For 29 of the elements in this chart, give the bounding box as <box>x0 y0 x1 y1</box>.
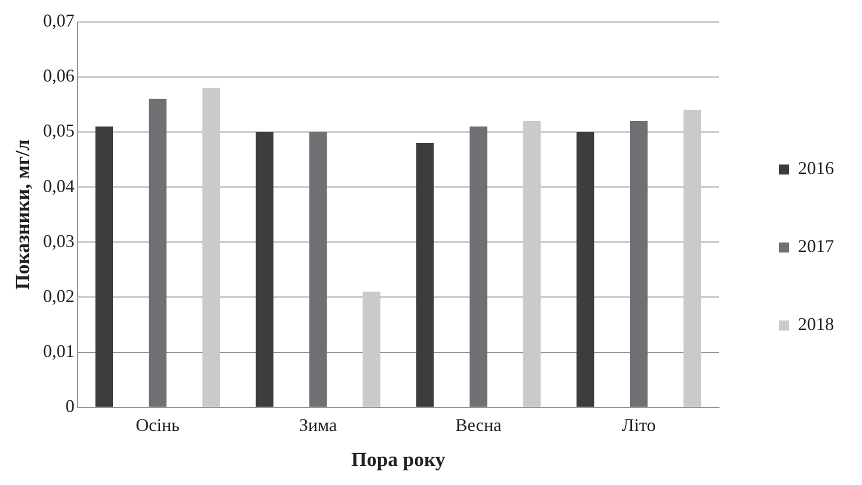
bar <box>470 126 488 407</box>
bar <box>256 132 274 407</box>
legend-label: 2017 <box>798 236 834 256</box>
y-tick-label: 0,02 <box>43 286 74 306</box>
legend-label: 2016 <box>798 158 834 178</box>
legend-label: 2018 <box>798 314 834 334</box>
y-tick-label: 0,06 <box>43 66 74 86</box>
x-tick-label: Літо <box>622 414 656 435</box>
bar <box>416 142 434 407</box>
bar <box>202 88 220 407</box>
y-tick-label: 0,03 <box>43 230 74 251</box>
y-tick-label: 0,05 <box>43 120 74 141</box>
y-tick-label: 0,01 <box>43 341 74 362</box>
y-tick-label: 0,07 <box>43 10 74 31</box>
bar <box>148 98 167 407</box>
x-axis-title: Пора року <box>351 449 446 472</box>
y-tick-label: 0,04 <box>43 176 74 196</box>
bar <box>630 120 648 407</box>
bar <box>95 126 114 407</box>
bar <box>523 120 541 407</box>
bar <box>576 132 594 407</box>
x-tick-label: Весна <box>455 414 502 435</box>
x-tick-label: Зима <box>299 414 338 435</box>
y-axis-title: Показники, мг/л <box>12 139 34 290</box>
bar <box>309 132 327 407</box>
bar <box>362 292 380 407</box>
bar <box>683 110 702 407</box>
y-tick-label: 0 <box>66 396 74 416</box>
x-tick-label: Осінь <box>136 414 180 435</box>
